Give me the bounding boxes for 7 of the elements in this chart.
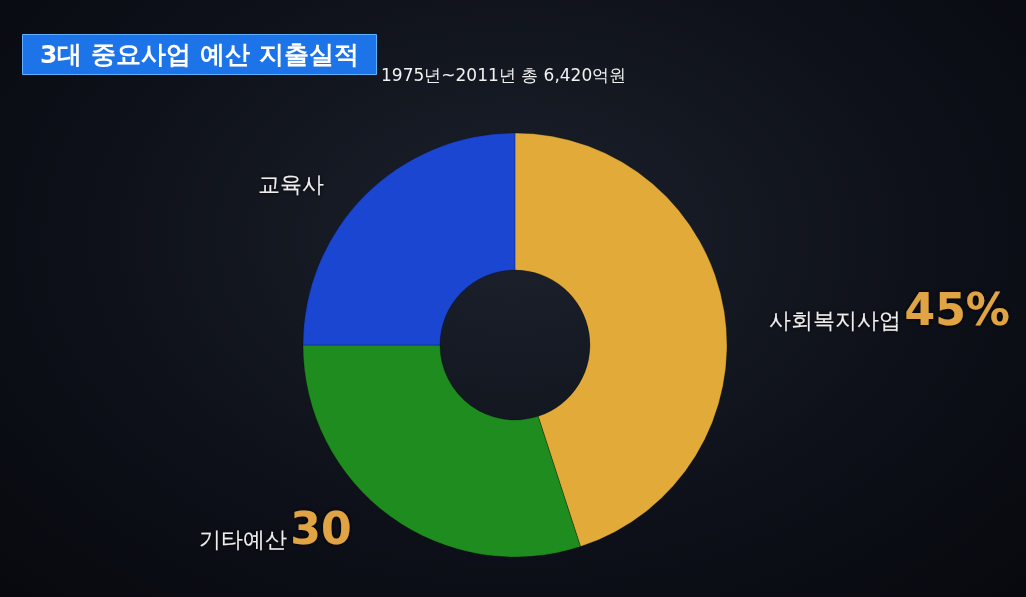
slice-label: 기타예산 <box>199 527 288 553</box>
slice-label: 교육사 <box>258 171 325 197</box>
chart-subtitle: 1975년~2011년 총 6,420억원 <box>381 64 627 85</box>
chart-title: 3대 중요사업 예산 지출실적 <box>40 40 359 69</box>
data-label: 30 <box>290 503 352 555</box>
data-label: 45% <box>904 283 1010 335</box>
slice-label: 사회복지사업 <box>769 307 902 333</box>
